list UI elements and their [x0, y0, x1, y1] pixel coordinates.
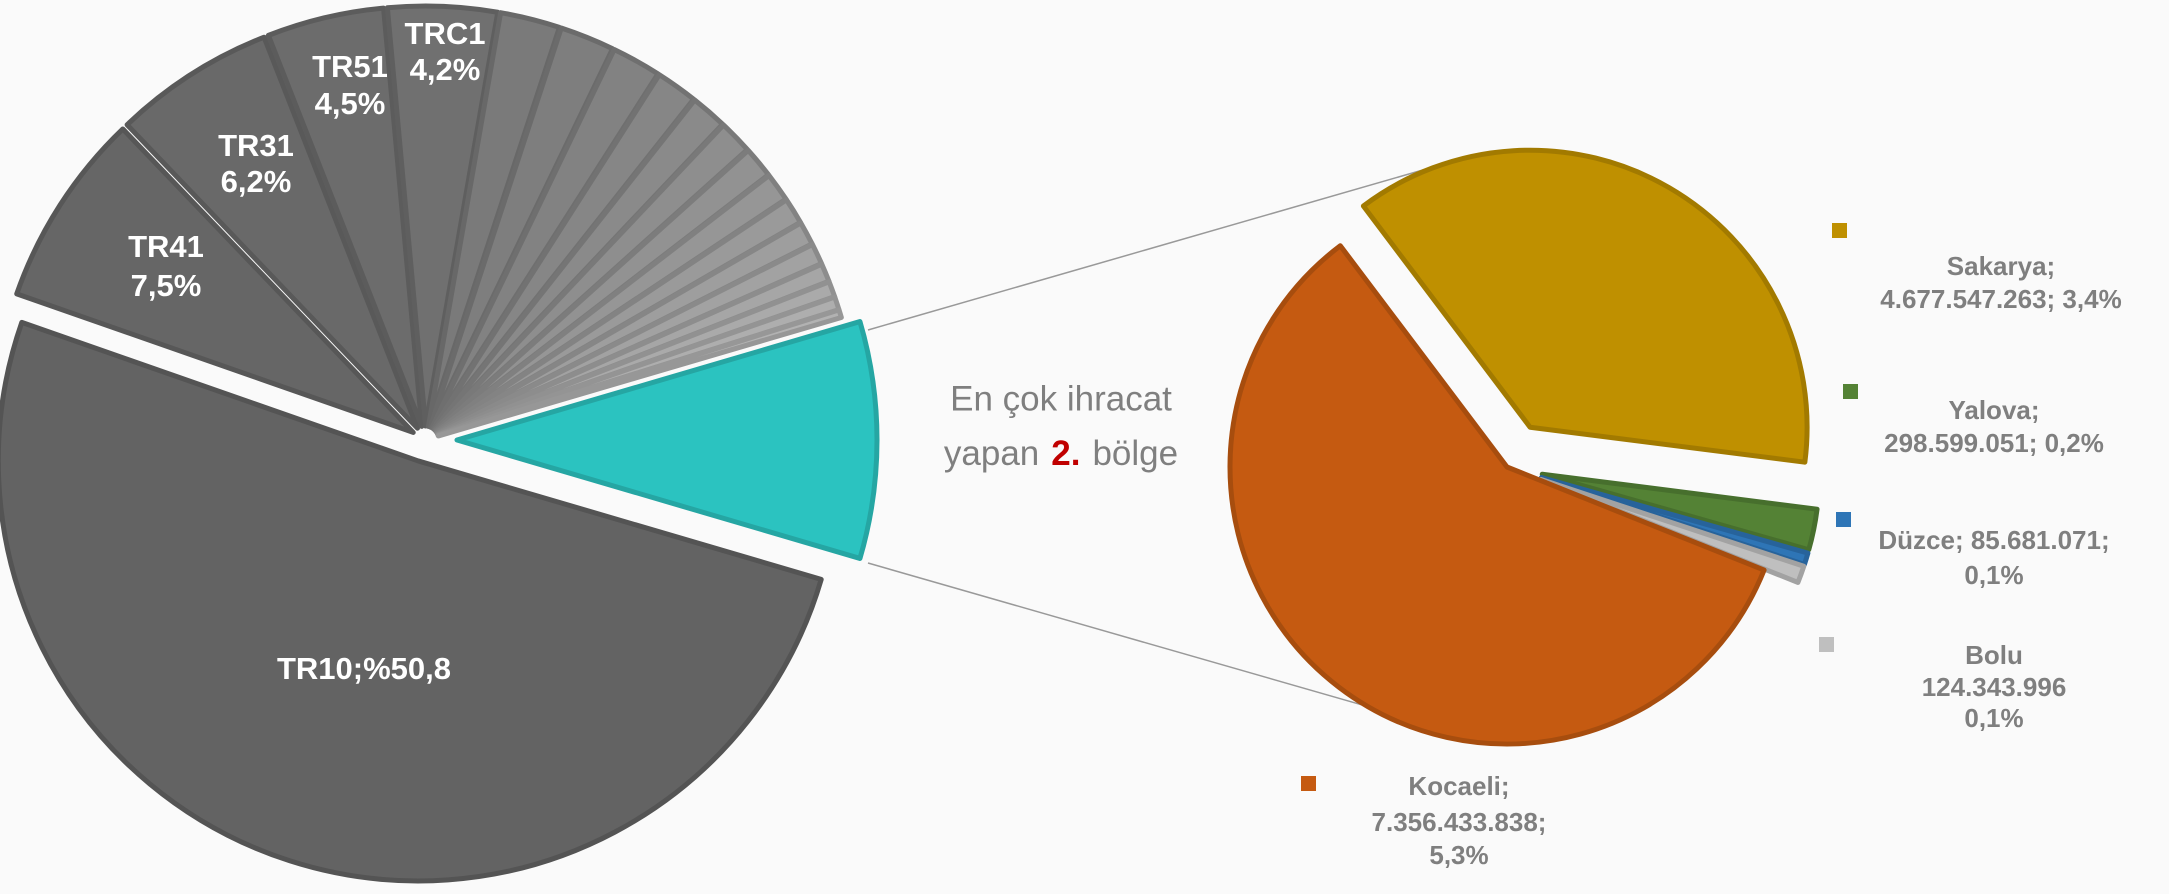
pie-slice	[1227, 243, 1767, 747]
data-label: Bolu	[1965, 640, 2023, 670]
annotation: yapan 2. bölge	[944, 434, 1178, 473]
legend-marker	[1819, 637, 1834, 652]
data-label: TRC1	[405, 16, 486, 51]
data-label: 4,5%	[315, 86, 386, 121]
pie-slice	[454, 319, 880, 561]
legend-marker	[1836, 512, 1851, 527]
pie-slice	[384, 3, 501, 429]
data-label: 124.343.996	[1922, 672, 2067, 702]
pie	[0, 3, 880, 884]
annotation-part: yapan	[944, 434, 1039, 473]
data-label: Kocaeli;	[1408, 771, 1509, 801]
data-label: TR10;%50,8	[277, 651, 451, 686]
data-label: 298.599.051; 0,2%	[1884, 428, 2104, 458]
data-label: 4,2%	[410, 52, 481, 87]
pie-slice	[1539, 471, 1820, 553]
data-label: TR51	[312, 49, 388, 84]
pie-slice	[1360, 147, 1810, 465]
data-label: TR31	[218, 128, 294, 163]
pie-slice	[0, 319, 824, 884]
annotation-part: bölge	[1092, 434, 1178, 473]
data-label: TR41	[128, 229, 204, 264]
legend-marker	[1832, 223, 1847, 238]
legend-marker	[1843, 384, 1858, 399]
data-label: 6,2%	[221, 164, 292, 199]
pie-slice	[265, 5, 425, 429]
data-label: 0,1%	[1964, 560, 2023, 590]
annotation: En çok ihracat	[950, 379, 1172, 418]
data-label: 5,3%	[1429, 840, 1488, 870]
data-label: 4.677.547.263; 3,4%	[1880, 284, 2121, 314]
data-label: 7,5%	[131, 268, 202, 303]
pie-slice	[124, 34, 420, 431]
connector-line	[867, 162, 1448, 331]
pie-slice	[435, 307, 844, 439]
data-label: Sakarya;	[1947, 251, 2055, 281]
data-label: 7.356.433.838;	[1372, 807, 1547, 837]
legend-marker	[1301, 776, 1316, 791]
annotation-highlight: 2.	[1051, 434, 1080, 473]
pie-slice	[14, 126, 416, 435]
data-label: Yalova;	[1948, 395, 2039, 425]
data-label: Düzce; 85.681.071;	[1878, 525, 2109, 555]
data-label: 0,1%	[1964, 703, 2023, 733]
connector-line	[867, 562, 1412, 720]
pie	[1227, 147, 1820, 747]
